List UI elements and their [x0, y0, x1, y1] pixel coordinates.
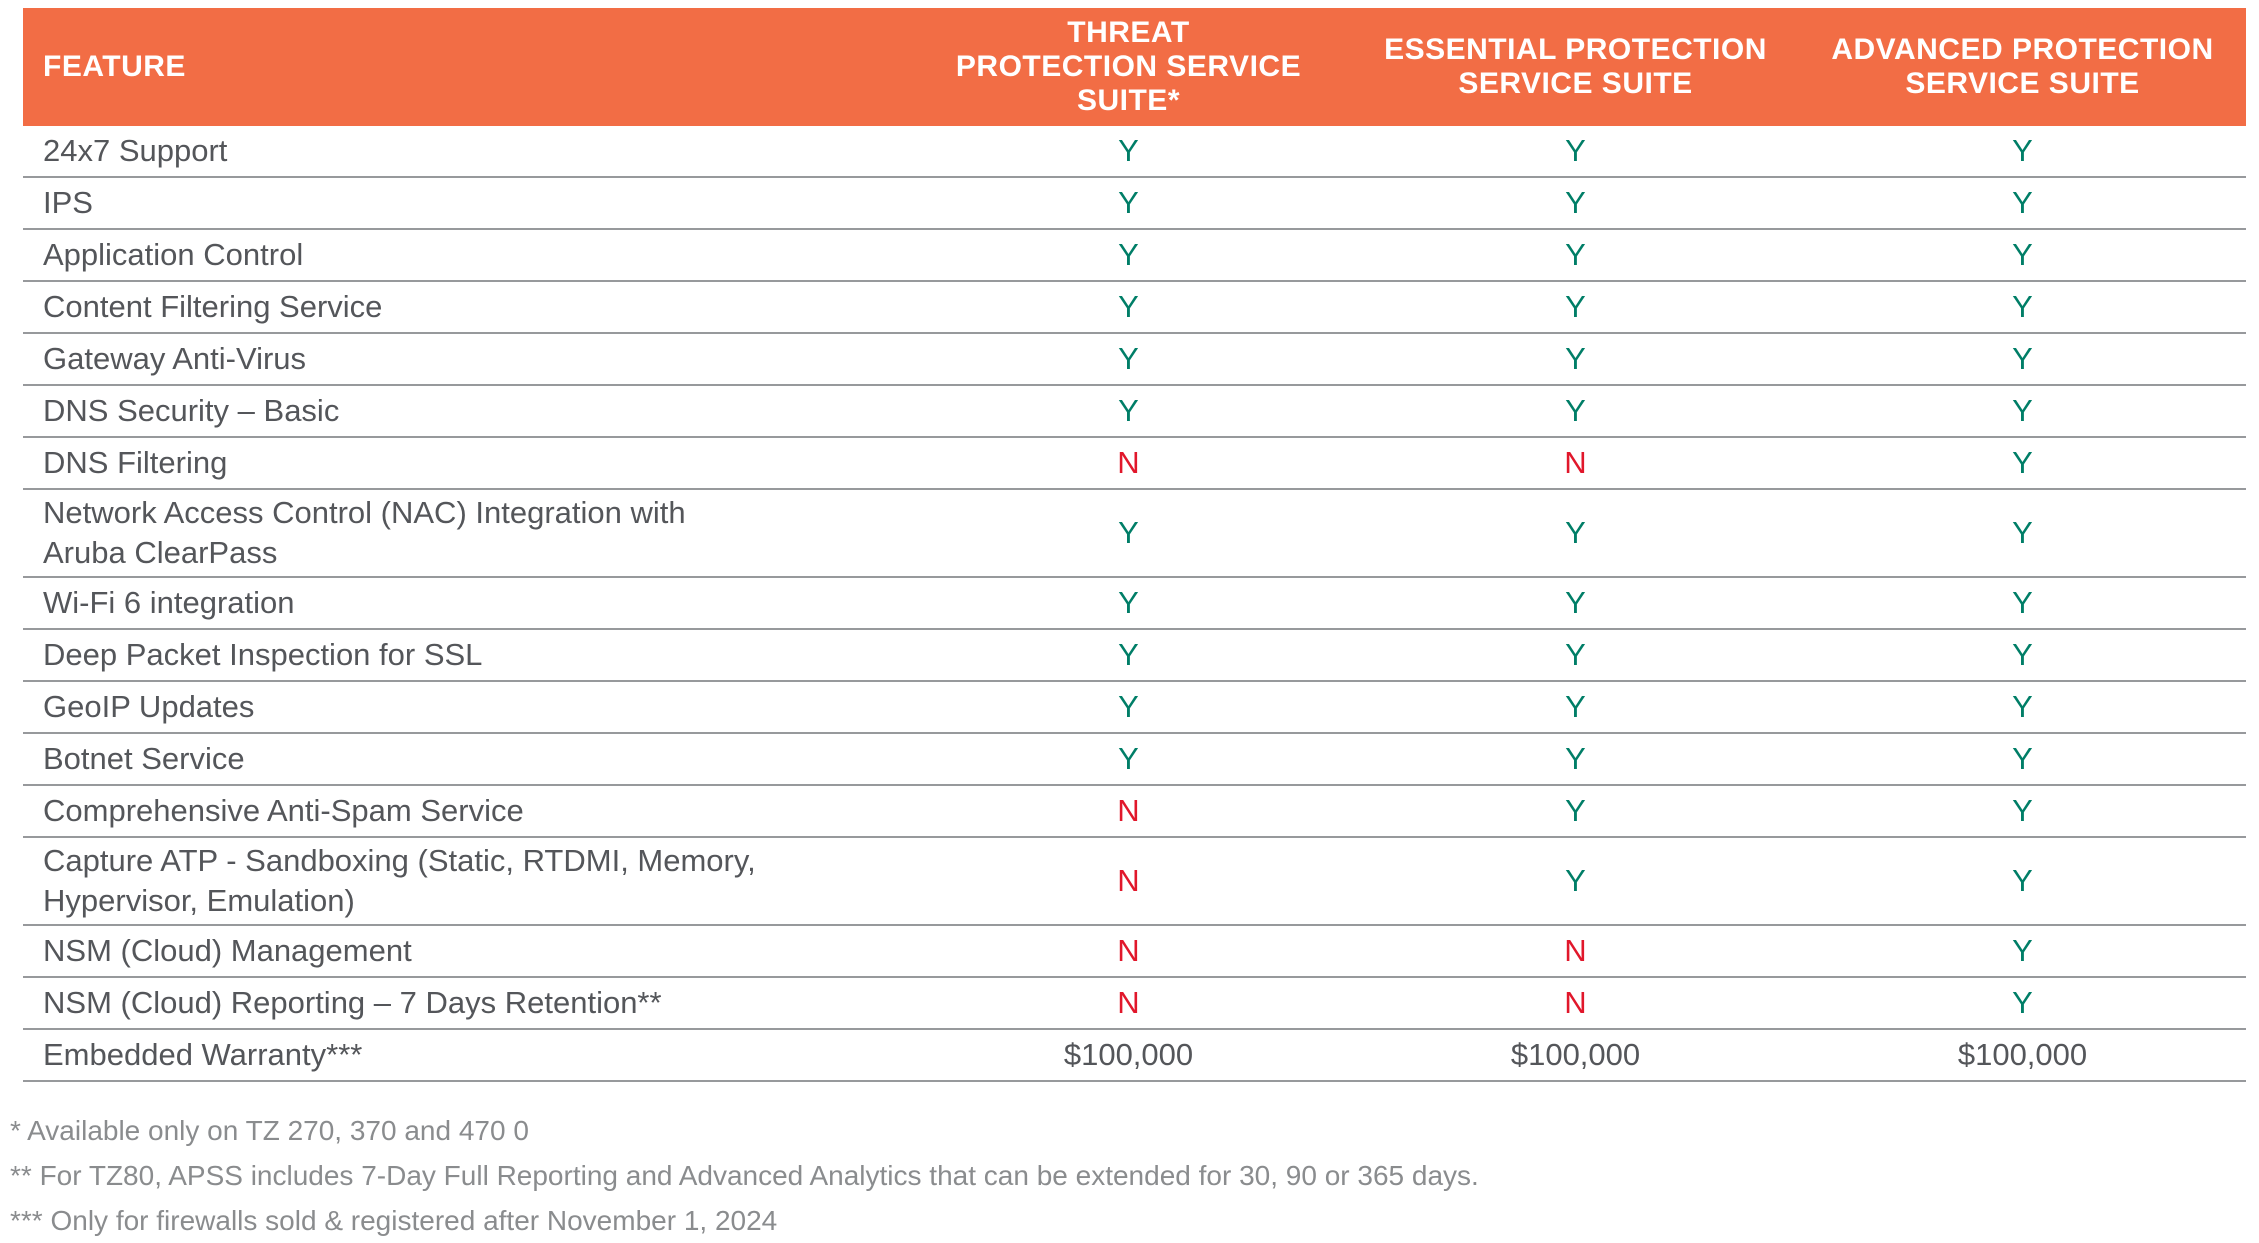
table-row: DNS Filtering N N Y — [23, 438, 2246, 490]
value-cell: Y — [1118, 289, 1139, 324]
value-cell: Y — [1565, 585, 1586, 620]
feature-name: GeoIP Updates — [43, 689, 255, 724]
value-cell: Y — [2012, 185, 2033, 220]
feature-name: IPS — [43, 185, 93, 220]
comparison-table: FEATURE THREAT PROTECTION SERVICE SUITE*… — [23, 8, 2246, 1082]
table-row: DNS Security – Basic Y Y Y — [23, 386, 2246, 438]
table-row: Deep Packet Inspection for SSL Y Y Y — [23, 630, 2246, 682]
table-row: 24x7 Support Y Y Y — [23, 126, 2246, 178]
value-cell: Y — [2012, 863, 2033, 898]
value-cell: Y — [1565, 793, 1586, 828]
value-cell: Y — [2012, 985, 2033, 1020]
table-row: IPS Y Y Y — [23, 178, 2246, 230]
value-cell: Y — [1565, 637, 1586, 672]
footnotes: * Available only on TZ 270, 370 and 470 … — [10, 1108, 2259, 1243]
value-cell: Y — [1565, 341, 1586, 376]
table-row: Gateway Anti-Virus Y Y Y — [23, 334, 2246, 386]
table-row: Capture ATP - Sandboxing (Static, RTDMI,… — [23, 838, 2246, 926]
value-cell: Y — [2012, 585, 2033, 620]
feature-name: Content Filtering Service — [43, 289, 383, 324]
value-cell: Y — [2012, 637, 2033, 672]
feature-name: Application Control — [43, 237, 304, 272]
table-row: NSM (Cloud) Reporting – 7 Days Retention… — [23, 978, 2246, 1030]
feature-name: Comprehensive Anti-Spam Service — [43, 793, 524, 828]
value-cell: Y — [2012, 237, 2033, 272]
value-cell: Y — [1118, 637, 1139, 672]
feature-name: Network Access Control (NAC) Integration… — [43, 495, 686, 570]
value-cell: N — [1117, 445, 1140, 480]
feature-name: DNS Filtering — [43, 445, 228, 480]
value-cell: Y — [1118, 237, 1139, 272]
table-row: Wi-Fi 6 integration Y Y Y — [23, 578, 2246, 630]
table-header-row: FEATURE THREAT PROTECTION SERVICE SUITE*… — [23, 8, 2246, 126]
value-cell: Y — [1118, 585, 1139, 620]
value-cell: Y — [1118, 741, 1139, 776]
footnote-2: ** For TZ80, APSS includes 7-Day Full Re… — [10, 1160, 1479, 1191]
value-cell: Y — [1565, 237, 1586, 272]
value-cell: N — [1564, 445, 1587, 480]
column-header-threat-suite: THREAT PROTECTION SERVICE SUITE* — [955, 16, 1302, 117]
value-cell: Y — [1118, 185, 1139, 220]
table-row: Application Control Y Y Y — [23, 230, 2246, 282]
value-cell: Y — [2012, 793, 2033, 828]
feature-name: Gateway Anti-Virus — [43, 341, 307, 376]
table-row: Comprehensive Anti-Spam Service N Y Y — [23, 786, 2246, 838]
table-row: NSM (Cloud) Management N N Y — [23, 926, 2246, 978]
feature-name: 24x7 Support — [43, 133, 228, 168]
value-cell: Y — [1118, 341, 1139, 376]
value-cell: Y — [2012, 933, 2033, 968]
value-cell: Y — [1565, 515, 1586, 550]
value-cell: Y — [1118, 393, 1139, 428]
footnote-1: * Available only on TZ 270, 370 and 470 … — [10, 1115, 529, 1146]
value-cell: Y — [1565, 289, 1586, 324]
table-body: 24x7 Support Y Y Y IPS Y Y Y Application… — [23, 126, 2246, 1082]
value-cell: Y — [2012, 689, 2033, 724]
value-cell: $100,000 — [1957, 1037, 2088, 1072]
value-cell: N — [1117, 793, 1140, 828]
value-cell: Y — [2012, 445, 2033, 480]
value-cell: Y — [1565, 863, 1586, 898]
table-row: Content Filtering Service Y Y Y — [23, 282, 2246, 334]
column-header-feature: FEATURE — [43, 50, 186, 83]
value-cell: Y — [2012, 341, 2033, 376]
value-cell: Y — [1565, 393, 1586, 428]
table-row: Network Access Control (NAC) Integration… — [23, 490, 2246, 578]
feature-name: Botnet Service — [43, 741, 245, 776]
value-cell: $100,000 — [1510, 1037, 1641, 1072]
feature-name: DNS Security – Basic — [43, 393, 340, 428]
value-cell: Y — [2012, 393, 2033, 428]
value-cell: N — [1117, 863, 1140, 898]
value-cell: Y — [1118, 515, 1139, 550]
value-cell: Y — [1565, 741, 1586, 776]
value-cell: N — [1117, 933, 1140, 968]
value-cell: Y — [1565, 133, 1586, 168]
feature-name: Deep Packet Inspection for SSL — [43, 637, 483, 672]
value-cell: Y — [1118, 689, 1139, 724]
value-cell: N — [1117, 985, 1140, 1020]
value-cell: $100,000 — [1063, 1037, 1194, 1072]
table-row: Embedded Warranty*** $100,000 $100,000 $… — [23, 1030, 2246, 1082]
feature-name: NSM (Cloud) Reporting – 7 Days Retention… — [43, 985, 662, 1020]
table-row: GeoIP Updates Y Y Y — [23, 682, 2246, 734]
footnote-3: *** Only for firewalls sold & registered… — [10, 1205, 778, 1236]
value-cell: N — [1564, 933, 1587, 968]
value-cell: Y — [2012, 515, 2033, 550]
value-cell: Y — [1118, 133, 1139, 168]
value-cell: Y — [1565, 689, 1586, 724]
column-header-advanced-suite: ADVANCED PROTECTION SERVICE SUITE — [1831, 33, 2214, 100]
feature-name: Embedded Warranty*** — [43, 1037, 363, 1072]
column-header-essential-suite: ESSENTIAL PROTECTION SERVICE SUITE — [1384, 33, 1767, 100]
value-cell: Y — [2012, 741, 2033, 776]
table-row: Botnet Service Y Y Y — [23, 734, 2246, 786]
value-cell: N — [1564, 985, 1587, 1020]
feature-name: NSM (Cloud) Management — [43, 933, 412, 968]
value-cell: Y — [1565, 185, 1586, 220]
value-cell: Y — [2012, 289, 2033, 324]
value-cell: Y — [2012, 133, 2033, 168]
feature-name: Capture ATP - Sandboxing (Static, RTDMI,… — [43, 843, 756, 918]
feature-name: Wi-Fi 6 integration — [43, 585, 295, 620]
